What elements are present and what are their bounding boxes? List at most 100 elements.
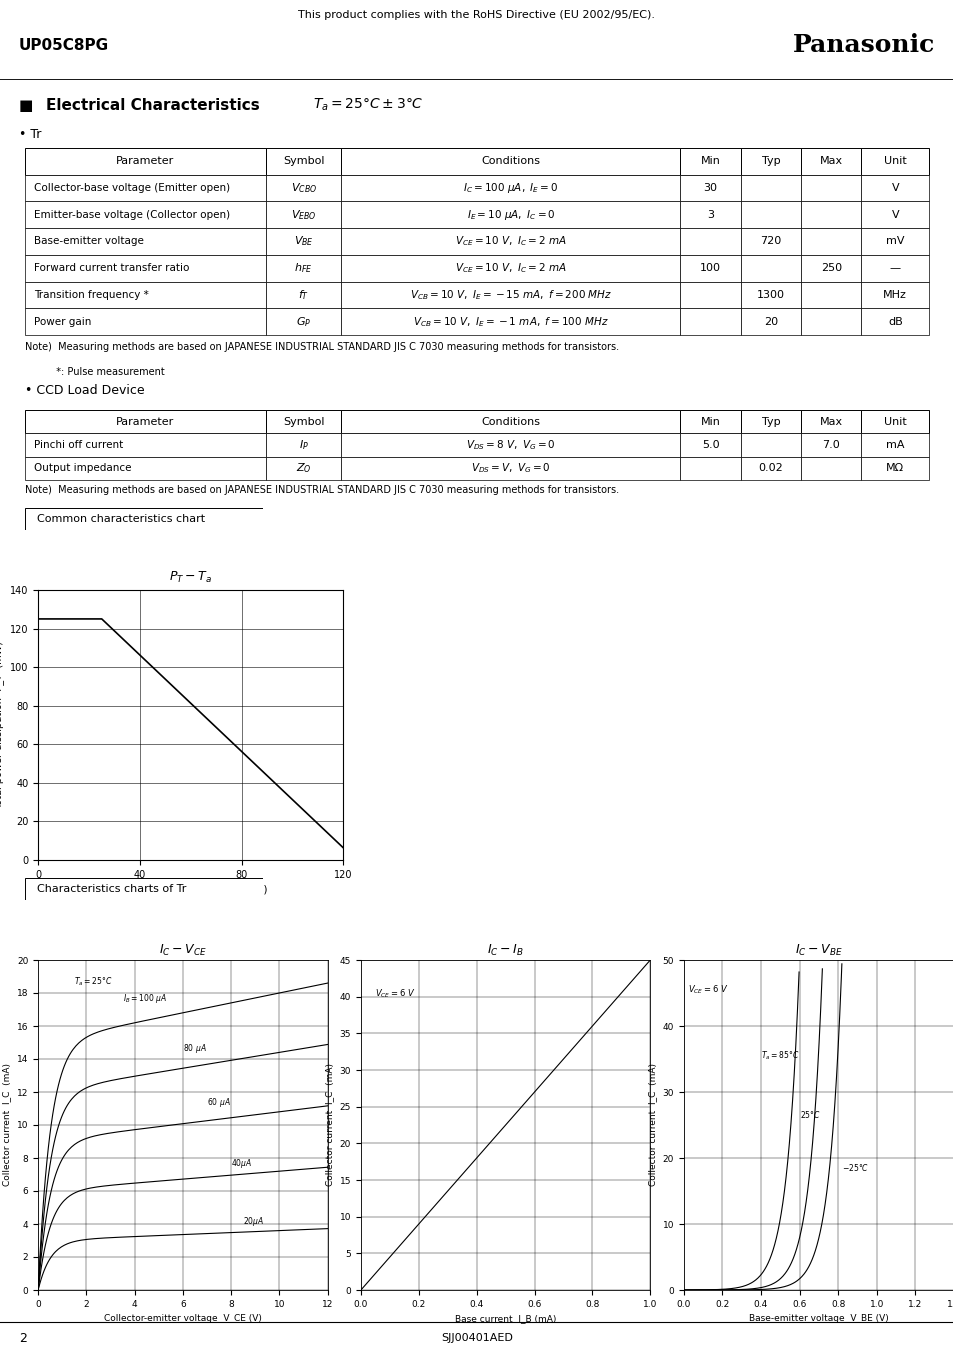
Bar [861, 410, 928, 433]
Text: MHz: MHz [882, 290, 906, 300]
Bar [341, 201, 679, 228]
Bar [801, 456, 861, 481]
Text: $V_{CE} = 6\ V$: $V_{CE} = 6\ V$ [687, 984, 727, 996]
Bar [740, 228, 801, 255]
Text: $V_{CBO}$: $V_{CBO}$ [291, 181, 316, 194]
Bar [266, 282, 341, 308]
Text: Common characteristics chart: Common characteristics chart [36, 514, 205, 524]
X-axis label: Ambient temperature  Tₐ (°C): Ambient temperature Tₐ (°C) [114, 886, 267, 895]
Bar [266, 201, 341, 228]
Bar [341, 433, 679, 456]
Text: Parameter: Parameter [116, 417, 174, 427]
Text: $I_C - V_{CE}$: $I_C - V_{CE}$ [159, 942, 207, 957]
Bar [740, 308, 801, 335]
Bar [679, 456, 740, 481]
Bar [25, 410, 266, 433]
Y-axis label: Collector current  I_C  (mA): Collector current I_C (mA) [325, 1064, 334, 1187]
Text: mV: mV [885, 236, 903, 247]
Text: Transition frequency *: Transition frequency * [33, 290, 149, 300]
Text: Panasonic: Panasonic [792, 32, 934, 57]
Bar [861, 282, 928, 308]
Text: Conditions: Conditions [481, 417, 539, 427]
Bar [679, 174, 740, 201]
Text: V: V [890, 184, 898, 193]
Bar [341, 228, 679, 255]
Text: Pinchi off current: Pinchi off current [33, 440, 123, 450]
Text: Max: Max [819, 157, 841, 166]
Text: $V_{EBO}$: $V_{EBO}$ [291, 208, 316, 221]
Bar [266, 410, 341, 433]
Text: $T_a = 85°C$: $T_a = 85°C$ [760, 1050, 799, 1062]
Bar [266, 228, 341, 255]
Text: $80\ \mu A$: $80\ \mu A$ [183, 1042, 207, 1054]
Text: $V_{CE} = 6\ V$: $V_{CE} = 6\ V$ [375, 988, 416, 1000]
Text: Collector-base voltage (Emitter open): Collector-base voltage (Emitter open) [33, 184, 230, 193]
Bar [679, 228, 740, 255]
Text: $I_C - I_B$: $I_C - I_B$ [487, 942, 523, 957]
Text: —: — [889, 263, 900, 273]
Text: $I_C = 100\ \mu A,\ I_E = 0$: $I_C = 100\ \mu A,\ I_E = 0$ [463, 181, 558, 194]
Bar [801, 201, 861, 228]
Text: $V_{CE} = 10\ V,\ I_C = 2\ mA$: $V_{CE} = 10\ V,\ I_C = 2\ mA$ [455, 262, 566, 275]
Text: Forward current transfer ratio: Forward current transfer ratio [33, 263, 189, 273]
Bar [740, 201, 801, 228]
Bar [341, 148, 679, 174]
Bar [341, 410, 679, 433]
Bar [801, 282, 861, 308]
Bar [679, 255, 740, 282]
Text: UP05C8PG: UP05C8PG [19, 38, 109, 53]
Text: Typ: Typ [760, 417, 780, 427]
Bar [861, 228, 928, 255]
Text: Power gain: Power gain [33, 317, 91, 327]
Y-axis label: Collector current  I_C  (mA): Collector current I_C (mA) [647, 1064, 657, 1187]
Bar [25, 201, 266, 228]
Bar [861, 174, 928, 201]
Text: Output impedance: Output impedance [33, 463, 132, 474]
Text: dB: dB [887, 317, 902, 327]
Text: $I_P$: $I_P$ [298, 439, 309, 452]
Text: This product complies with the RoHS Directive (EU 2002/95/EC).: This product complies with the RoHS Dire… [298, 9, 655, 20]
Bar [861, 148, 928, 174]
Text: Emitter-base voltage (Collector open): Emitter-base voltage (Collector open) [33, 209, 230, 220]
Text: $V_{DS} = V,\ V_G = 0$: $V_{DS} = V,\ V_G = 0$ [471, 462, 550, 475]
Text: Conditions: Conditions [481, 157, 539, 166]
Text: Symbol: Symbol [283, 417, 324, 427]
Bar [861, 201, 928, 228]
Text: 720: 720 [760, 236, 781, 247]
Text: 2: 2 [19, 1331, 27, 1345]
Bar [679, 282, 740, 308]
Text: $P_T - T_a$: $P_T - T_a$ [169, 570, 213, 585]
Text: ■: ■ [19, 97, 33, 112]
Bar [341, 174, 679, 201]
Bar [801, 174, 861, 201]
Text: • CCD Load Device: • CCD Load Device [25, 383, 144, 397]
Text: Min: Min [700, 417, 720, 427]
Text: $V_{CE} = 10\ V,\ I_C = 2\ mA$: $V_{CE} = 10\ V,\ I_C = 2\ mA$ [455, 235, 566, 248]
Bar [740, 282, 801, 308]
Text: 7.0: 7.0 [821, 440, 840, 450]
Bar [266, 255, 341, 282]
Text: $-25°C$: $-25°C$ [841, 1162, 868, 1173]
Bar [679, 201, 740, 228]
Bar [679, 308, 740, 335]
Text: 3: 3 [706, 209, 714, 220]
Text: 30: 30 [703, 184, 717, 193]
Bar [801, 308, 861, 335]
Text: MΩ: MΩ [885, 463, 903, 474]
Bar [801, 255, 861, 282]
Text: mA: mA [885, 440, 903, 450]
Text: $V_{BE}$: $V_{BE}$ [294, 235, 314, 248]
Bar [341, 308, 679, 335]
Text: 20: 20 [763, 317, 778, 327]
Text: 1300: 1300 [756, 290, 784, 300]
Bar [266, 174, 341, 201]
Bar [740, 174, 801, 201]
Text: $20\mu A$: $20\mu A$ [243, 1215, 264, 1228]
Bar [266, 433, 341, 456]
Text: $I_B = 100\ \mu A$: $I_B = 100\ \mu A$ [122, 992, 167, 1006]
Bar [25, 228, 266, 255]
Text: Note)  Measuring methods are based on JAPANESE INDUSTRIAL STANDARD JIS C 7030 me: Note) Measuring methods are based on JAP… [25, 485, 618, 495]
Bar [801, 228, 861, 255]
Text: *: Pulse measurement: *: Pulse measurement [25, 366, 164, 377]
Bar [740, 456, 801, 481]
